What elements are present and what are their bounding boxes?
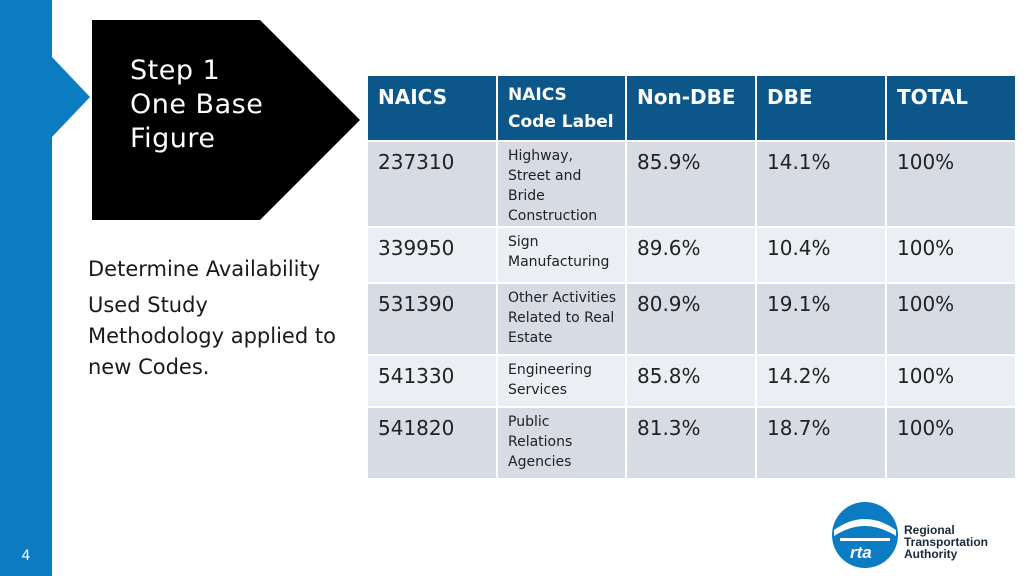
table-header-row: NAICS NAICS Code Label Non-DBE DBE TOTAL <box>366 74 1017 142</box>
cell-dbe: 19.1% <box>755 282 887 356</box>
step-title: Step 1 One Base Figure <box>130 54 263 156</box>
cell-total: 100% <box>885 140 1017 228</box>
cell-naics: 237310 <box>366 140 498 228</box>
svg-text:rta: rta <box>850 543 872 562</box>
side-accent-bar <box>0 0 52 576</box>
logo-line-transportation: Transportation <box>904 535 989 549</box>
cell-code-label: Engineering Services <box>496 354 627 408</box>
table-row: 541820 Public Relations Agencies 81.3% 1… <box>366 406 1017 480</box>
cell-non-dbe: 81.3% <box>625 406 757 480</box>
logo-line-regional: Regional <box>904 523 955 537</box>
cell-total: 100% <box>885 282 1017 356</box>
body-paragraph-availability: Determine Availability <box>88 257 321 281</box>
cell-dbe: 14.2% <box>755 354 887 408</box>
logo-line-authority: Authority <box>904 547 958 561</box>
cell-code-label: Highway, Street and Bride Construction <box>496 140 627 228</box>
slide-number: 4 <box>21 548 31 564</box>
cell-non-dbe: 80.9% <box>625 282 757 356</box>
step-title-line-2: One Base <box>130 89 264 120</box>
cell-total: 100% <box>885 226 1017 284</box>
rta-logo-mark-icon: rta <box>832 502 898 568</box>
cell-dbe: 10.4% <box>755 226 887 284</box>
cell-code-label: Public Relations Agencies <box>496 406 627 480</box>
header-total: TOTAL <box>885 74 1017 142</box>
step-title-line-1: Step 1 <box>130 55 221 86</box>
cell-non-dbe: 85.9% <box>625 140 757 228</box>
header-dbe: DBE <box>755 74 887 142</box>
header-naics: NAICS <box>366 74 498 142</box>
cell-total: 100% <box>885 406 1017 480</box>
cell-non-dbe: 89.6% <box>625 226 757 284</box>
cell-dbe: 14.1% <box>755 140 887 228</box>
header-code-label: NAICS Code Label <box>496 74 627 142</box>
cell-code-label: Other Activities Related to Real Estate <box>496 282 627 356</box>
table-row: 339950 Sign Manufacturing 89.6% 10.4% 10… <box>366 226 1017 284</box>
naics-table: NAICS NAICS Code Label Non-DBE DBE TOTAL… <box>366 74 1017 480</box>
cell-naics: 541330 <box>366 354 498 408</box>
rta-logo: rta Regional Transportation Authority <box>830 500 1000 570</box>
step-title-line-3: Figure <box>130 123 216 154</box>
cell-code-label: Sign Manufacturing <box>496 226 627 284</box>
body-text: Determine Availability Used Study Method… <box>88 254 338 383</box>
header-non-dbe: Non-DBE <box>625 74 757 142</box>
cell-naics: 531390 <box>366 282 498 356</box>
body-paragraph-methodology: Used Study Methodology applied to new Co… <box>88 293 336 379</box>
side-accent-notch <box>52 57 90 137</box>
rta-logo-text: Regional Transportation Authority <box>904 524 988 560</box>
cell-non-dbe: 85.8% <box>625 354 757 408</box>
table-row: 237310 Highway, Street and Bride Constru… <box>366 140 1017 228</box>
cell-total: 100% <box>885 354 1017 408</box>
cell-dbe: 18.7% <box>755 406 887 480</box>
table-row: 541330 Engineering Services 85.8% 14.2% … <box>366 354 1017 408</box>
cell-naics: 339950 <box>366 226 498 284</box>
cell-naics: 541820 <box>366 406 498 480</box>
step-chevron-shape <box>92 20 360 220</box>
table-row: 531390 Other Activities Related to Real … <box>366 282 1017 356</box>
